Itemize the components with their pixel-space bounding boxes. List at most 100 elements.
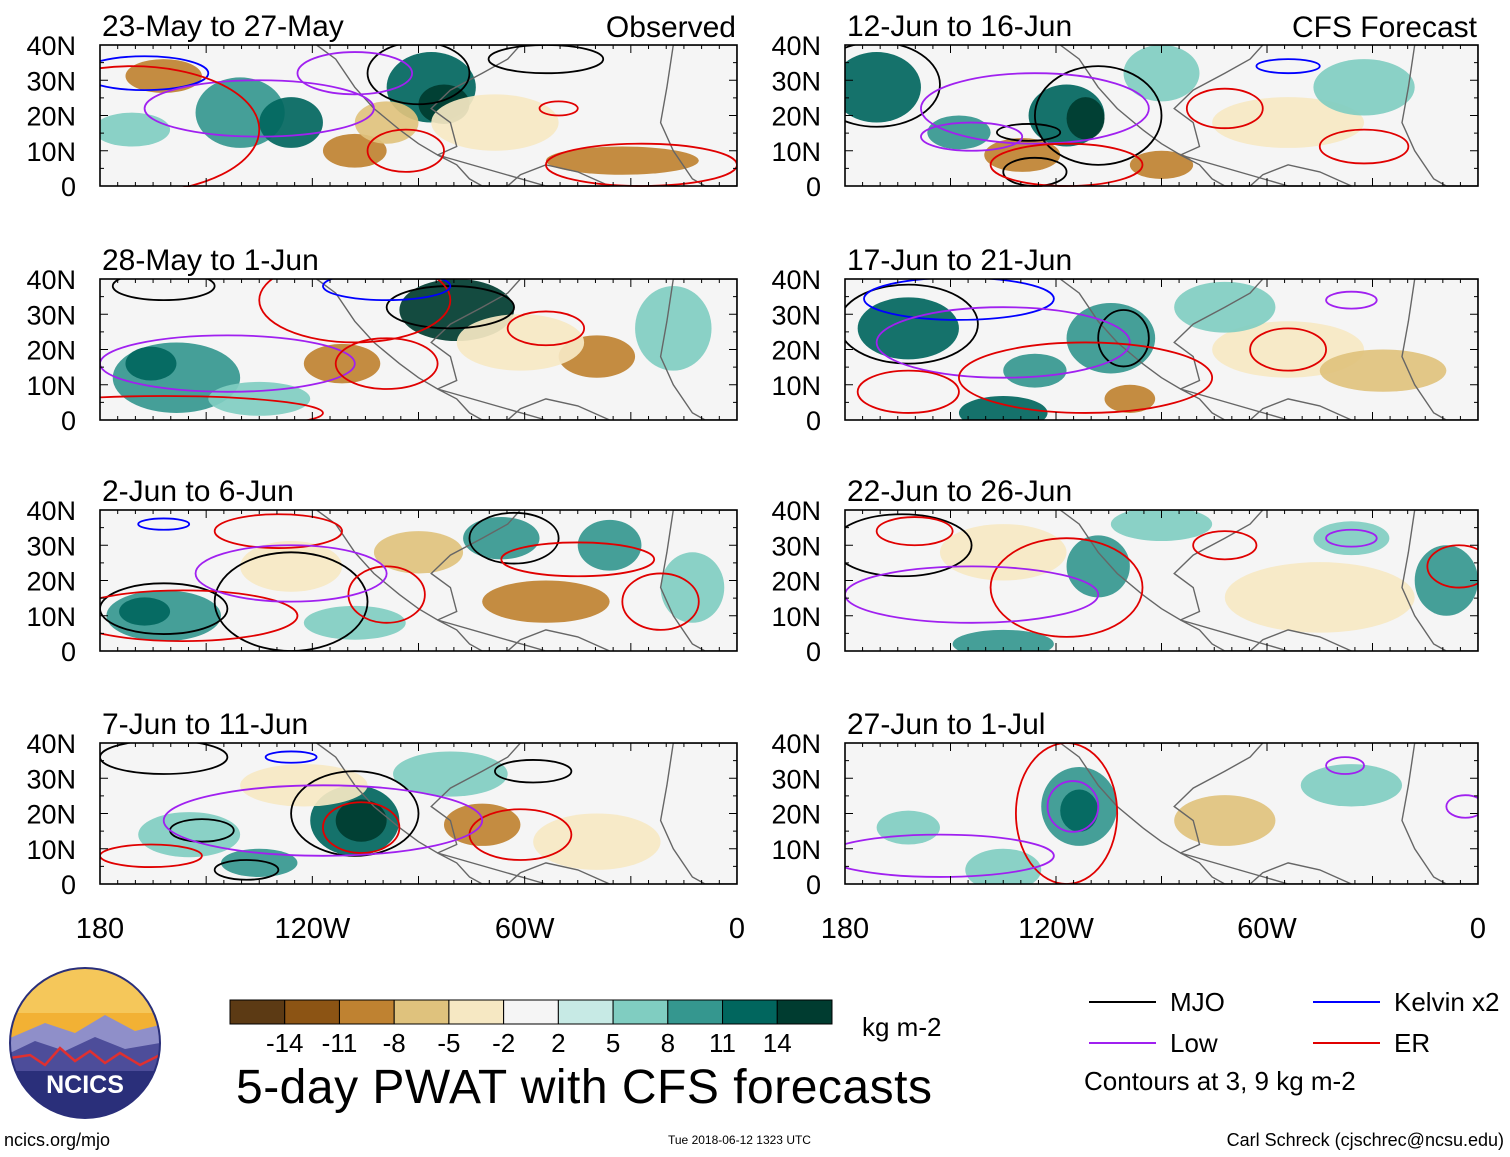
pwat-anomaly-shading xyxy=(1224,562,1415,633)
latitude-label: 10N xyxy=(771,602,821,632)
map-panel: 2-Jun to 6-Jun 40N 30N 20N 10N 0 xyxy=(26,475,738,667)
legend-label: Low xyxy=(1170,1028,1218,1058)
coastline xyxy=(1180,619,1352,651)
pwat-anomaly-shading xyxy=(1300,764,1403,807)
pwat-anomaly-shading xyxy=(927,115,991,150)
wave-contour xyxy=(1097,309,1150,368)
wave-contour xyxy=(1015,743,1119,884)
wave-contour xyxy=(1325,290,1378,310)
pwat-anomaly-shading xyxy=(259,97,323,148)
pwat-anomaly-shading xyxy=(1174,795,1276,846)
pwat-anomaly-shading xyxy=(952,629,1054,651)
wave-contour xyxy=(856,369,960,414)
coastline xyxy=(1401,279,1478,420)
wave-contour xyxy=(875,306,1131,379)
pwat-anomaly-shading xyxy=(857,297,959,360)
longitude-label: 120W xyxy=(1018,913,1094,945)
wave-contour xyxy=(500,541,656,578)
colorbar-swatch xyxy=(393,999,450,1025)
pwat-anomaly-shading xyxy=(635,286,712,371)
latitude-label: 30N xyxy=(771,300,821,330)
latitude-label: 30N xyxy=(771,764,821,794)
map-panel: 28-May to 1-Jun 40N 30N 20N 10N 0 xyxy=(26,244,738,436)
latitude-label: 10N xyxy=(771,371,821,401)
colorbar-tick-label: -14 xyxy=(266,1028,304,1058)
panel-title: 17-Jun to 21-Jun xyxy=(847,244,1072,277)
latitude-label: 40N xyxy=(26,729,76,759)
coastline xyxy=(315,510,522,621)
wave-contour xyxy=(468,511,560,565)
pwat-anomaly-shading xyxy=(431,94,559,151)
wave-contour xyxy=(1185,87,1264,130)
wave-contour xyxy=(621,572,700,631)
colorbar-swatch xyxy=(776,999,833,1025)
colorbar-tick-label: -8 xyxy=(383,1028,406,1058)
ncics-logo: NCICS xyxy=(9,967,161,1119)
pwat-anomaly-shading xyxy=(545,146,699,175)
longitude-label: 180 xyxy=(76,913,124,945)
figure-title: 5-day PWAT with CFS forecasts xyxy=(236,1061,933,1114)
wave-contour xyxy=(845,513,973,578)
latitude-label: 30N xyxy=(771,66,821,96)
colorbar-tick-label: 2 xyxy=(551,1028,565,1058)
pwat-anomaly-shading xyxy=(482,580,610,623)
wave-contour xyxy=(334,337,439,390)
latitude-label: 20N xyxy=(771,336,821,366)
wave-contour xyxy=(989,537,1144,638)
latitude-label: 0 xyxy=(806,172,821,202)
wave-contour xyxy=(1426,544,1478,589)
colorbar-swatch xyxy=(503,999,559,1025)
latitude-label: 0 xyxy=(61,172,76,202)
latitude-label: 30N xyxy=(771,531,821,561)
pwat-anomaly-shading xyxy=(125,346,177,381)
wave-contour xyxy=(1318,128,1410,165)
pwat-anomaly-shading xyxy=(463,517,540,560)
wave-contour xyxy=(845,833,1055,878)
coastline xyxy=(1059,45,1264,156)
map-panel: 7-Jun to 11-Jun 40N 30N 20N 10N 0 xyxy=(26,708,738,900)
latitude-label: 10N xyxy=(26,371,76,401)
pwat-anomaly-shading xyxy=(876,810,940,845)
panel-title: 7-Jun to 11-Jun xyxy=(102,708,308,741)
coastline xyxy=(437,619,610,651)
wave-contour xyxy=(920,72,1150,145)
wave-contour xyxy=(100,334,356,393)
latitude-label: 20N xyxy=(771,567,821,597)
wave-contour xyxy=(1445,794,1478,819)
wave-contour xyxy=(162,784,484,857)
colorbar-units: kg m-2 xyxy=(862,1012,942,1042)
latitude-label: 10N xyxy=(26,835,76,865)
wave-contour xyxy=(347,565,426,624)
colorbar-swatch xyxy=(448,999,505,1025)
wave-contour xyxy=(366,128,445,173)
wave-contour xyxy=(875,516,954,547)
map-panel: 22-Jun to 26-Jun 40N 30N 20N 10N 0 xyxy=(771,475,1479,667)
coastline xyxy=(659,45,737,187)
latitude-label: 40N xyxy=(771,265,821,295)
coastline xyxy=(659,279,737,420)
latitude-label: 30N xyxy=(26,66,76,96)
pwat-anomaly-shading xyxy=(1066,535,1130,598)
latitude-label: 10N xyxy=(771,835,821,865)
wave-contour xyxy=(100,589,299,643)
wave-contour xyxy=(100,743,229,775)
wave-contour xyxy=(194,544,388,603)
latitude-label: 0 xyxy=(61,870,76,900)
pwat-anomaly-shading xyxy=(138,812,241,858)
coastline xyxy=(1059,743,1264,854)
pwat-anomaly-shading xyxy=(393,751,508,797)
latitude-label: 40N xyxy=(26,496,76,526)
pwat-anomaly-shading xyxy=(119,597,171,626)
wave-contour xyxy=(322,801,401,854)
longitude-label: 60W xyxy=(495,913,555,945)
coastline xyxy=(1180,388,1352,420)
pwat-anomaly-shading xyxy=(533,813,661,870)
legend-note: Contours at 3, 9 kg m-2 xyxy=(1084,1066,1356,1096)
pwat-anomaly-shading xyxy=(984,138,1061,172)
latitude-label: 40N xyxy=(771,729,821,759)
longitude-label: 0 xyxy=(729,913,745,945)
map-panel: 27-Jun to 1-Jul 40N 30N 20N 10N 0 xyxy=(771,708,1479,900)
coastline xyxy=(659,510,737,651)
pwat-anomaly-shading xyxy=(1212,97,1365,148)
wave-contour xyxy=(322,279,452,302)
